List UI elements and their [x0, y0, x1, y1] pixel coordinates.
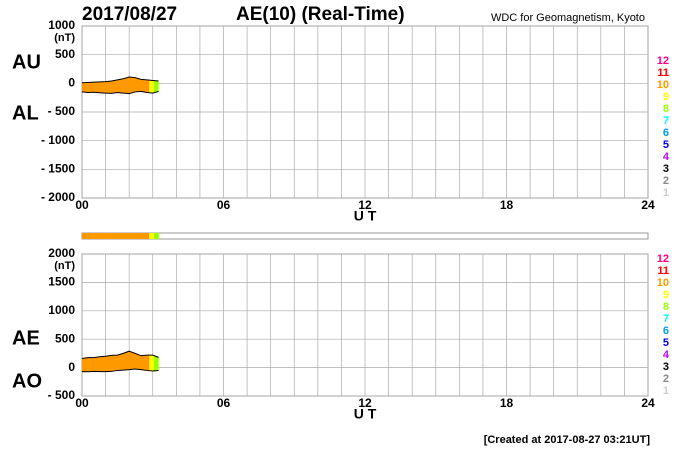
- x-tick-label: 06: [217, 198, 231, 212]
- station-legend: 5: [663, 139, 669, 151]
- series-line: [81, 76, 159, 84]
- station-legend: 5: [663, 337, 669, 349]
- station-legend: 10: [657, 79, 669, 91]
- series-label: AE: [12, 327, 40, 349]
- y-tick-label: - 2000: [41, 190, 75, 204]
- series-line: [81, 350, 159, 360]
- series-line: [81, 368, 159, 373]
- y-tick-label: 1000: [48, 18, 75, 32]
- station-legend: 6: [663, 127, 669, 139]
- station-legend: 4: [663, 151, 670, 163]
- unit-label: (nT): [54, 32, 75, 44]
- series-label: AO: [12, 370, 42, 392]
- series-label: AU: [12, 51, 41, 73]
- station-legend: 9: [663, 91, 669, 103]
- x-tick-label: 18: [500, 396, 514, 410]
- station-legend: 1: [663, 187, 669, 199]
- y-tick-label: 1000: [48, 303, 75, 317]
- station-legend: 12: [657, 253, 669, 265]
- series-line: [81, 90, 159, 95]
- y-tick-label: - 1500: [41, 162, 75, 176]
- y-tick-label: 0: [68, 76, 75, 90]
- station-bar-frame: [81, 232, 649, 240]
- station-legend: 7: [663, 313, 669, 325]
- x-tick-label: 12: [358, 198, 372, 212]
- x-tick-label: 12: [358, 396, 372, 410]
- y-tick-label: 1500: [48, 275, 75, 289]
- station-legend: 9: [663, 289, 669, 301]
- unit-label: (nT): [54, 260, 75, 272]
- station-fill: [149, 80, 154, 94]
- station-legend: 7: [663, 115, 669, 127]
- title: AE(10) (Real-Time): [236, 4, 405, 25]
- station-bar: [153, 233, 159, 239]
- x-tick-label: 00: [75, 198, 89, 212]
- series-label: AL: [12, 102, 39, 124]
- station-fill: [82, 351, 150, 372]
- y-tick-label: - 500: [48, 388, 76, 402]
- x-tick-label: 24: [641, 198, 655, 212]
- station-legend: 1: [663, 385, 669, 397]
- source: WDC for Geomagnetism, Kyoto: [491, 12, 645, 24]
- station-legend: 2: [663, 373, 669, 385]
- x-axis-label: U T: [354, 208, 377, 224]
- footer: [Created at 2017-08-27 03:21UT]: [484, 434, 651, 446]
- station-legend: 3: [663, 163, 669, 175]
- y-tick-label: 500: [55, 331, 75, 345]
- y-tick-label: 0: [68, 360, 75, 374]
- y-tick-label: 2000: [48, 246, 75, 260]
- station-legend: 8: [663, 301, 669, 313]
- station-bar: [82, 233, 150, 239]
- station-legend: 11: [657, 265, 669, 277]
- station-legend: 10: [657, 277, 669, 289]
- x-tick-label: 06: [217, 396, 231, 410]
- station-bar: [149, 233, 154, 239]
- date: 2017/08/27: [82, 4, 177, 25]
- x-tick-label: 00: [75, 396, 89, 410]
- station-legend: 12: [657, 55, 669, 67]
- station-legend: 8: [663, 103, 669, 115]
- x-tick-label: 24: [641, 396, 655, 410]
- station-fill: [153, 80, 159, 93]
- station-fill: [153, 355, 159, 371]
- station-legend: 2: [663, 175, 669, 187]
- station-fill: [149, 355, 154, 372]
- station-legend: 3: [663, 361, 669, 373]
- station-legend: 6: [663, 325, 669, 337]
- x-tick-label: 18: [500, 198, 514, 212]
- station-legend: 4: [663, 349, 670, 361]
- y-tick-label: 500: [55, 47, 75, 61]
- x-axis-label: U T: [354, 406, 377, 422]
- station-legend: 11: [657, 67, 669, 79]
- station-fill: [82, 77, 150, 94]
- y-tick-label: - 500: [48, 104, 76, 118]
- y-tick-label: - 1000: [41, 133, 75, 147]
